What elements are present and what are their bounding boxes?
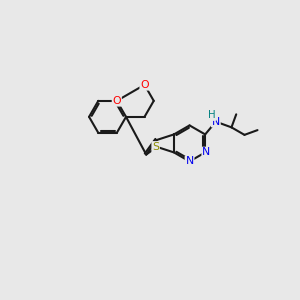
Text: N: N	[212, 117, 220, 127]
Text: N: N	[202, 147, 210, 158]
Text: N: N	[185, 156, 194, 167]
Text: S: S	[152, 142, 159, 152]
Text: O: O	[112, 96, 121, 106]
Text: O: O	[140, 80, 149, 90]
Text: H: H	[208, 110, 215, 120]
